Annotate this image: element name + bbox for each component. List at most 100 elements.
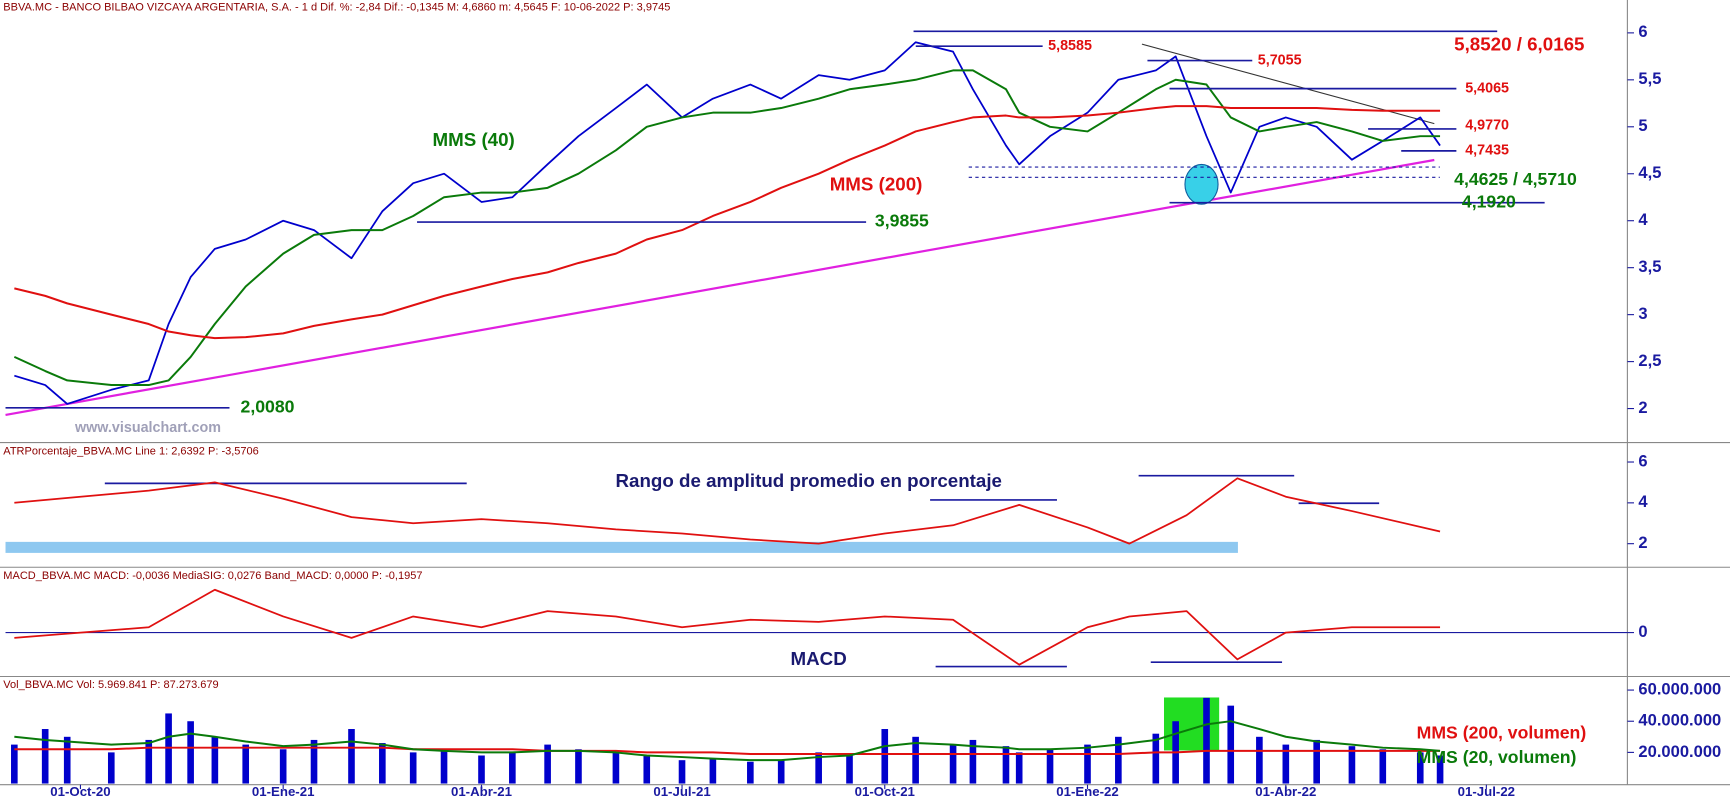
volume-bar: [912, 736, 919, 784]
y-tick-label: 2: [1638, 398, 1647, 417]
volume-bar: [279, 749, 287, 784]
series-line: [14, 720, 1441, 762]
level-label: 4,7435: [1465, 143, 1509, 159]
volume-bar: [575, 749, 582, 784]
x-tick-label: 01-Ene-21: [252, 784, 315, 799]
panel-header: BBVA.MC - BANCO BILBAO VIZCAYA ARGENTARI…: [3, 2, 670, 14]
panel-header: MACD_BBVA.MC MACD: -0,0036 MediaSIG: 0,0…: [3, 570, 422, 582]
volume-bar: [1348, 746, 1356, 784]
volume-bar: [1416, 752, 1424, 784]
y-tick-label: 3,5: [1638, 257, 1661, 276]
volume-bar: [145, 739, 153, 784]
series-label: MMS (20, volumen): [1417, 747, 1577, 767]
volume-bar: [747, 761, 754, 784]
x-tick-label: 01-Jul-22: [1458, 784, 1515, 799]
data-line: [14, 588, 1441, 666]
panel-annotation: Rango de amplitud promedio en porcentaje: [616, 470, 1002, 491]
level-label: 2,0080: [241, 396, 295, 416]
volume-bar: [63, 736, 71, 784]
level-label: 4,9770: [1465, 117, 1509, 133]
volume-bar: [1015, 752, 1023, 784]
level-label: 5,4065: [1465, 80, 1509, 96]
y-tick-label: 4: [1638, 492, 1648, 511]
x-tick-label: 01-Oct-21: [855, 784, 915, 799]
y-tick-label: 2,5: [1638, 351, 1661, 370]
y-tick-label: 6: [1638, 451, 1647, 470]
volume-bar: [1084, 744, 1091, 784]
volume-bar: [777, 760, 785, 784]
volume-bar: [709, 758, 717, 784]
series-line: [13, 69, 1441, 387]
x-tick-label: 01-Oct-20: [50, 784, 110, 799]
panel-header: ATRPorcentaje_BBVA.MC Line 1: 2,6392 P: …: [3, 445, 259, 457]
volume-bar: [678, 760, 686, 784]
x-tick-label: 01-Jul-21: [653, 784, 710, 799]
level-label: 4,4625 / 4,5710: [1454, 169, 1577, 189]
y-tick-label: 40.000.000: [1638, 711, 1721, 730]
y-tick-label: 0: [1638, 622, 1647, 641]
data-line: [14, 477, 1441, 545]
level-label: 5,8520 / 6,0165: [1454, 34, 1584, 55]
highlight-band: [5, 541, 1238, 553]
volume-bar: [1203, 697, 1210, 784]
volume-bar: [187, 721, 194, 784]
volume-bar: [440, 749, 448, 784]
level-label: 3,9855: [875, 211, 929, 231]
volume-bar: [478, 755, 485, 784]
volume-bar: [949, 744, 957, 784]
level-label: 4,1920: [1462, 191, 1516, 211]
volume-bar: [379, 743, 386, 784]
volume-bar: [1115, 736, 1122, 784]
panel-annotation: MACD: [791, 648, 847, 669]
x-tick-label: 01-Ene-22: [1056, 784, 1119, 799]
volume-bar: [815, 752, 822, 784]
volume-bar: [1046, 749, 1054, 784]
series-line: [14, 746, 1441, 755]
volume-bar: [11, 744, 18, 784]
volume-bar: [509, 752, 516, 784]
y-tick-label: 4: [1638, 210, 1648, 229]
y-tick-label: 6: [1638, 22, 1647, 41]
volume-bar: [310, 739, 318, 784]
watermark: www.visualchart.com: [74, 420, 221, 436]
x-tick-label: 01-Abr-21: [451, 784, 512, 799]
volume-bar: [881, 729, 889, 784]
data-line: [14, 41, 1441, 405]
y-tick-label: 5,5: [1638, 69, 1661, 88]
y-tick-label: 2: [1638, 533, 1647, 552]
volume-bar: [211, 736, 219, 784]
series-label: MMS (200, volumen): [1417, 723, 1587, 743]
y-tick-label: 60.000.000: [1638, 679, 1721, 698]
volume-bar: [1152, 733, 1160, 784]
volume-bar: [1282, 744, 1290, 784]
y-tick-label: 5: [1638, 116, 1647, 135]
series-line: [14, 105, 1441, 340]
volume-bar: [643, 755, 651, 784]
level-label: 5,8585: [1048, 38, 1092, 54]
volume-bar: [41, 729, 49, 784]
volume-bar: [242, 744, 250, 784]
x-tick-label: 01-Abr-22: [1255, 784, 1316, 799]
volume-bar: [1002, 746, 1010, 784]
volume-bar: [1313, 739, 1320, 784]
highlight-ellipse: [1184, 163, 1219, 205]
series-label: MMS (200): [830, 173, 923, 194]
volume-bar: [1436, 755, 1444, 784]
series-label: MMS (40): [432, 129, 514, 150]
volume-bar: [1379, 749, 1387, 784]
panel-header: Vol_BBVA.MC Vol: 5.969.841 P: 87.273.679: [3, 679, 218, 691]
volume-bar: [107, 752, 115, 784]
volume-bar: [846, 755, 853, 784]
y-tick-label: 20.000.000: [1638, 742, 1721, 761]
volume-bar: [612, 752, 620, 784]
level-label: 5,7055: [1258, 52, 1302, 68]
volume-bar: [544, 744, 551, 784]
y-tick-label: 3: [1638, 304, 1647, 323]
volume-bar: [969, 739, 977, 784]
volume-bar: [1256, 736, 1263, 784]
volume-bar: [1227, 705, 1235, 784]
